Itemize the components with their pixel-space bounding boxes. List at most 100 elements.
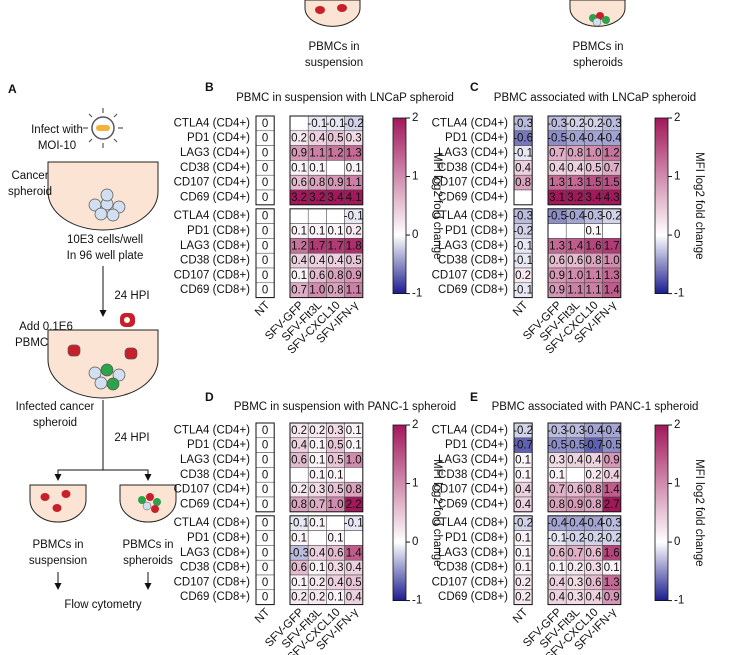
- cell-label: 0: [262, 577, 268, 589]
- cell-label: -0.2: [584, 533, 604, 545]
- cell-label: 0.1: [309, 469, 325, 481]
- row-label: CTLA4 (CD4+): [432, 117, 509, 129]
- panel-a: A Infect with MOI-10 Cancer spheroid 10E…: [8, 82, 177, 611]
- cell-label: 0.9: [549, 285, 565, 297]
- heatmap-cell: [289, 467, 309, 483]
- cell-label: 2.2: [346, 499, 362, 511]
- row-label: LAG3 (CD8+): [438, 240, 508, 252]
- heatmap-cell: [547, 223, 567, 239]
- cell-label: -0.7: [513, 440, 533, 452]
- row-label: PD1 (CD8+): [187, 225, 250, 237]
- cell-label: 0: [262, 118, 268, 130]
- cell-label: 0.8: [549, 499, 565, 511]
- cell-label: 0.8: [586, 255, 602, 267]
- cell-label: 0.4: [309, 255, 326, 267]
- cell-label: 0.4: [515, 162, 532, 174]
- cell-label: -0.4: [565, 518, 585, 530]
- cell-label: 1.0: [604, 255, 620, 267]
- colorbar-label: MFI log2 fold change: [431, 152, 443, 259]
- cell-label: 1.3: [567, 177, 583, 189]
- row-label: CD38 (CD8+): [438, 562, 508, 574]
- cell-label: 0.5: [328, 440, 344, 452]
- heatmap-cell: [602, 223, 622, 239]
- cell-label: 0.8: [586, 484, 602, 496]
- row-label: CD107 (CD8+): [174, 576, 251, 588]
- cell-label: 1.1: [346, 177, 362, 189]
- cell-label: 0: [262, 226, 268, 238]
- row-label: CD38 (CD4+): [438, 469, 508, 481]
- cell-label: -0.4: [547, 518, 567, 530]
- block-outline: [289, 115, 364, 206]
- cell-label: -0.4: [565, 133, 585, 145]
- cell-label: 1.1: [567, 285, 583, 297]
- colorbar-tick-label: 0: [674, 536, 680, 548]
- cell-label: 1.7: [309, 240, 325, 252]
- cell-label: 1.6: [586, 240, 602, 252]
- cell-label: 0.5: [328, 455, 344, 467]
- cell-label: 0.1: [309, 518, 325, 530]
- cell-label: 1.8: [346, 240, 362, 252]
- cell-label: 0: [262, 270, 268, 282]
- cell-label: 0: [262, 484, 268, 496]
- colorbar-tick-label: 0: [412, 536, 418, 548]
- cell-label: 0.6: [291, 455, 307, 467]
- cell-label: 0.6: [291, 562, 307, 574]
- cell-label: 0: [262, 499, 268, 511]
- colorbar-tick-label: 0: [412, 229, 418, 241]
- row-label: LAG3 (CD8+): [180, 240, 250, 252]
- cell-label: -0.4: [602, 425, 622, 437]
- cell-label: -0.4: [584, 425, 604, 437]
- cell-label: -0.5: [547, 440, 567, 452]
- cell-label: 0.5: [586, 162, 602, 174]
- cell-label: 0.1: [515, 469, 531, 481]
- step-text: spheroids: [123, 555, 173, 567]
- cell-label: 0.4: [291, 255, 308, 267]
- cell-label: 0.5: [328, 133, 344, 145]
- row-label: CTLA4 (CD8+): [432, 210, 509, 222]
- cell-label: 0.9: [567, 499, 583, 511]
- step-text: 24 HPI: [114, 290, 149, 302]
- cell-label: 0.4: [328, 577, 345, 589]
- cell-label: 0.1: [328, 592, 344, 604]
- cell-label: 0.9: [328, 177, 344, 189]
- cell-label: 0.7: [567, 547, 583, 559]
- cell-label: -0.4: [584, 518, 604, 530]
- cell-label: 0.1: [309, 226, 325, 238]
- block-outline: [547, 422, 622, 513]
- cell-label: 0.6: [567, 255, 583, 267]
- row-label: LAG3 (CD8+): [180, 547, 250, 559]
- cell-label: 0.2: [515, 592, 531, 604]
- cell-label: 0.4: [586, 455, 603, 467]
- cell-label: 0.3: [328, 562, 344, 574]
- cell-label: 1.3: [346, 148, 362, 160]
- top-label: PBMCs in: [308, 41, 359, 53]
- colorbar-tick-label: 0: [674, 229, 680, 241]
- colorbar-tick-label: -1: [674, 595, 684, 607]
- heatmap-cell: [307, 530, 327, 546]
- cell-label: -0.1: [513, 240, 533, 252]
- cell-label: 0.5: [328, 484, 344, 496]
- cell-label: 0.1: [328, 469, 344, 481]
- cell-label: 0.6: [309, 270, 325, 282]
- top-label: PBMCs in: [572, 41, 623, 53]
- cell-label: 0.4: [586, 592, 603, 604]
- cell-label: 1.1: [346, 285, 362, 297]
- cell-label: 1.4: [604, 484, 621, 496]
- cell-label: 0.3: [567, 592, 583, 604]
- cell-label: 4.3: [604, 192, 620, 204]
- cell-label: 0.4: [515, 484, 532, 496]
- cell-label: 0.2: [515, 577, 531, 589]
- cell-label: 0.9: [604, 592, 620, 604]
- cell-label: -0.7: [584, 440, 604, 452]
- column-label: NT: [511, 299, 530, 318]
- cell-label: 1.6: [604, 547, 620, 559]
- cell-label: 0.9: [346, 270, 362, 282]
- colorbar-tick-label: 2: [674, 112, 680, 124]
- cell-label: -0.3: [584, 211, 604, 223]
- cell-label: 0.1: [515, 533, 531, 545]
- cell-label: 0.8: [567, 148, 583, 160]
- cell-label: -0.3: [602, 518, 622, 530]
- cell-label: -0.2: [513, 518, 533, 530]
- panel-letter: E: [470, 390, 478, 404]
- block-outline: [289, 422, 364, 513]
